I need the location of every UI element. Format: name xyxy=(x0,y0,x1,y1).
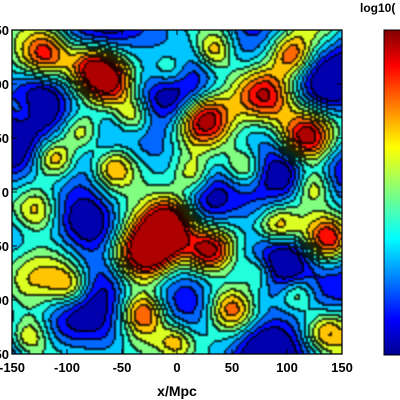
y-tick-label: 0 xyxy=(2,185,9,200)
y-axis: -150 -100 -50 0 50 100 150 xyxy=(0,23,342,362)
y-tick-label: 100 xyxy=(0,77,9,92)
heatmap-field xyxy=(12,30,342,354)
y-tick-label: 150 xyxy=(0,23,9,38)
x-tick-label: -100 xyxy=(54,360,80,375)
y-tick-label: -100 xyxy=(0,293,9,308)
x-axis: -150 -100 -50 0 50 100 150 xyxy=(0,30,353,375)
x-tick-label: 150 xyxy=(331,360,353,375)
x-tick-label: 100 xyxy=(276,360,298,375)
x-axis-title: x/Mpc xyxy=(157,383,197,399)
x-tick-label: -50 xyxy=(113,360,132,375)
x-tick-label: 50 xyxy=(225,360,239,375)
x-tick-label: -150 xyxy=(0,360,25,375)
colorbar: log10( xyxy=(360,1,400,356)
y-tick-label: -50 xyxy=(0,239,9,254)
y-tick-label: 50 xyxy=(0,131,9,146)
colorbar-gradient xyxy=(383,29,400,356)
plot-area xyxy=(11,29,343,355)
y-tick-label: -150 xyxy=(0,347,9,362)
colorbar-title: log10( xyxy=(360,1,395,15)
x-tick-label: 0 xyxy=(173,360,180,375)
